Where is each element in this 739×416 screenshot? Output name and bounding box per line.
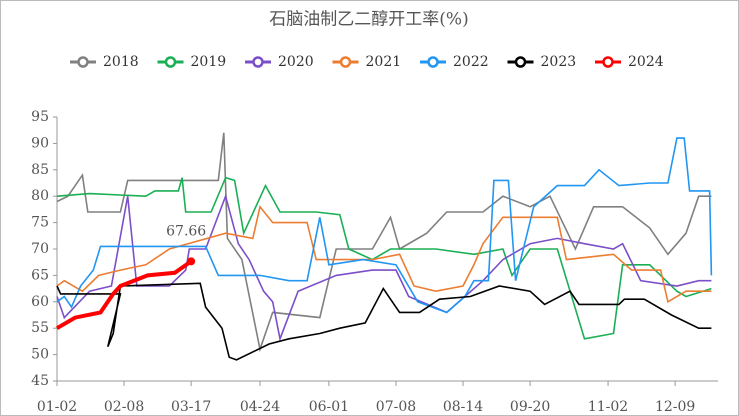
legend-marker — [252, 56, 264, 68]
y-tick-label: 85 — [31, 162, 49, 178]
legend-label: 2022 — [453, 54, 489, 70]
series-line — [56, 132, 712, 353]
legend-label: 2020 — [278, 54, 314, 70]
series-line — [56, 193, 712, 342]
legend-label: 2021 — [366, 54, 402, 70]
legend-label: 2024 — [628, 54, 664, 70]
x-tick-label: 09-20 — [510, 399, 550, 415]
legend-marker — [339, 56, 352, 68]
x-tick-label: 03-17 — [171, 399, 211, 415]
y-tick-label: 50 — [31, 347, 49, 363]
legend-marker — [514, 56, 527, 68]
y-tick-label: 75 — [31, 215, 49, 231]
x-tick-label: 07-08 — [376, 399, 416, 415]
y-tick-label: 45 — [31, 373, 49, 389]
y-tick-label: 95 — [31, 109, 49, 125]
legend-label: 2019 — [191, 54, 227, 70]
x-tick-label: 04-24 — [240, 399, 280, 415]
legend-marker — [164, 56, 177, 68]
series-line — [56, 205, 712, 304]
y-tick-label: 90 — [31, 135, 49, 151]
y-tick-label: 70 — [31, 241, 49, 257]
data-label: 67.66 — [166, 223, 206, 239]
x-tick-label: 11-02 — [588, 399, 628, 415]
series-line — [55, 259, 193, 330]
legend-marker — [602, 56, 614, 68]
x-tick-label: 08-14 — [443, 399, 483, 415]
y-tick-label: 80 — [31, 188, 49, 204]
chart-title: 石脑油制乙二醇开工率(%) — [269, 10, 468, 30]
x-tick-label: 12-09 — [655, 399, 695, 415]
legend-marker — [77, 56, 89, 68]
x-tick-label: 06-01 — [309, 399, 349, 415]
y-tick-label: 60 — [31, 294, 49, 310]
y-tick-label: 65 — [31, 267, 49, 283]
legend-label: 2018 — [103, 54, 139, 70]
legend-label: 2023 — [541, 54, 577, 70]
series-line — [56, 282, 712, 361]
series-line — [56, 176, 712, 340]
legend-marker — [427, 56, 439, 68]
x-tick-label: 01-02 — [37, 399, 77, 415]
x-tick-label: 02-08 — [104, 399, 144, 415]
y-tick-label: 55 — [31, 320, 49, 336]
end-marker — [187, 257, 196, 266]
